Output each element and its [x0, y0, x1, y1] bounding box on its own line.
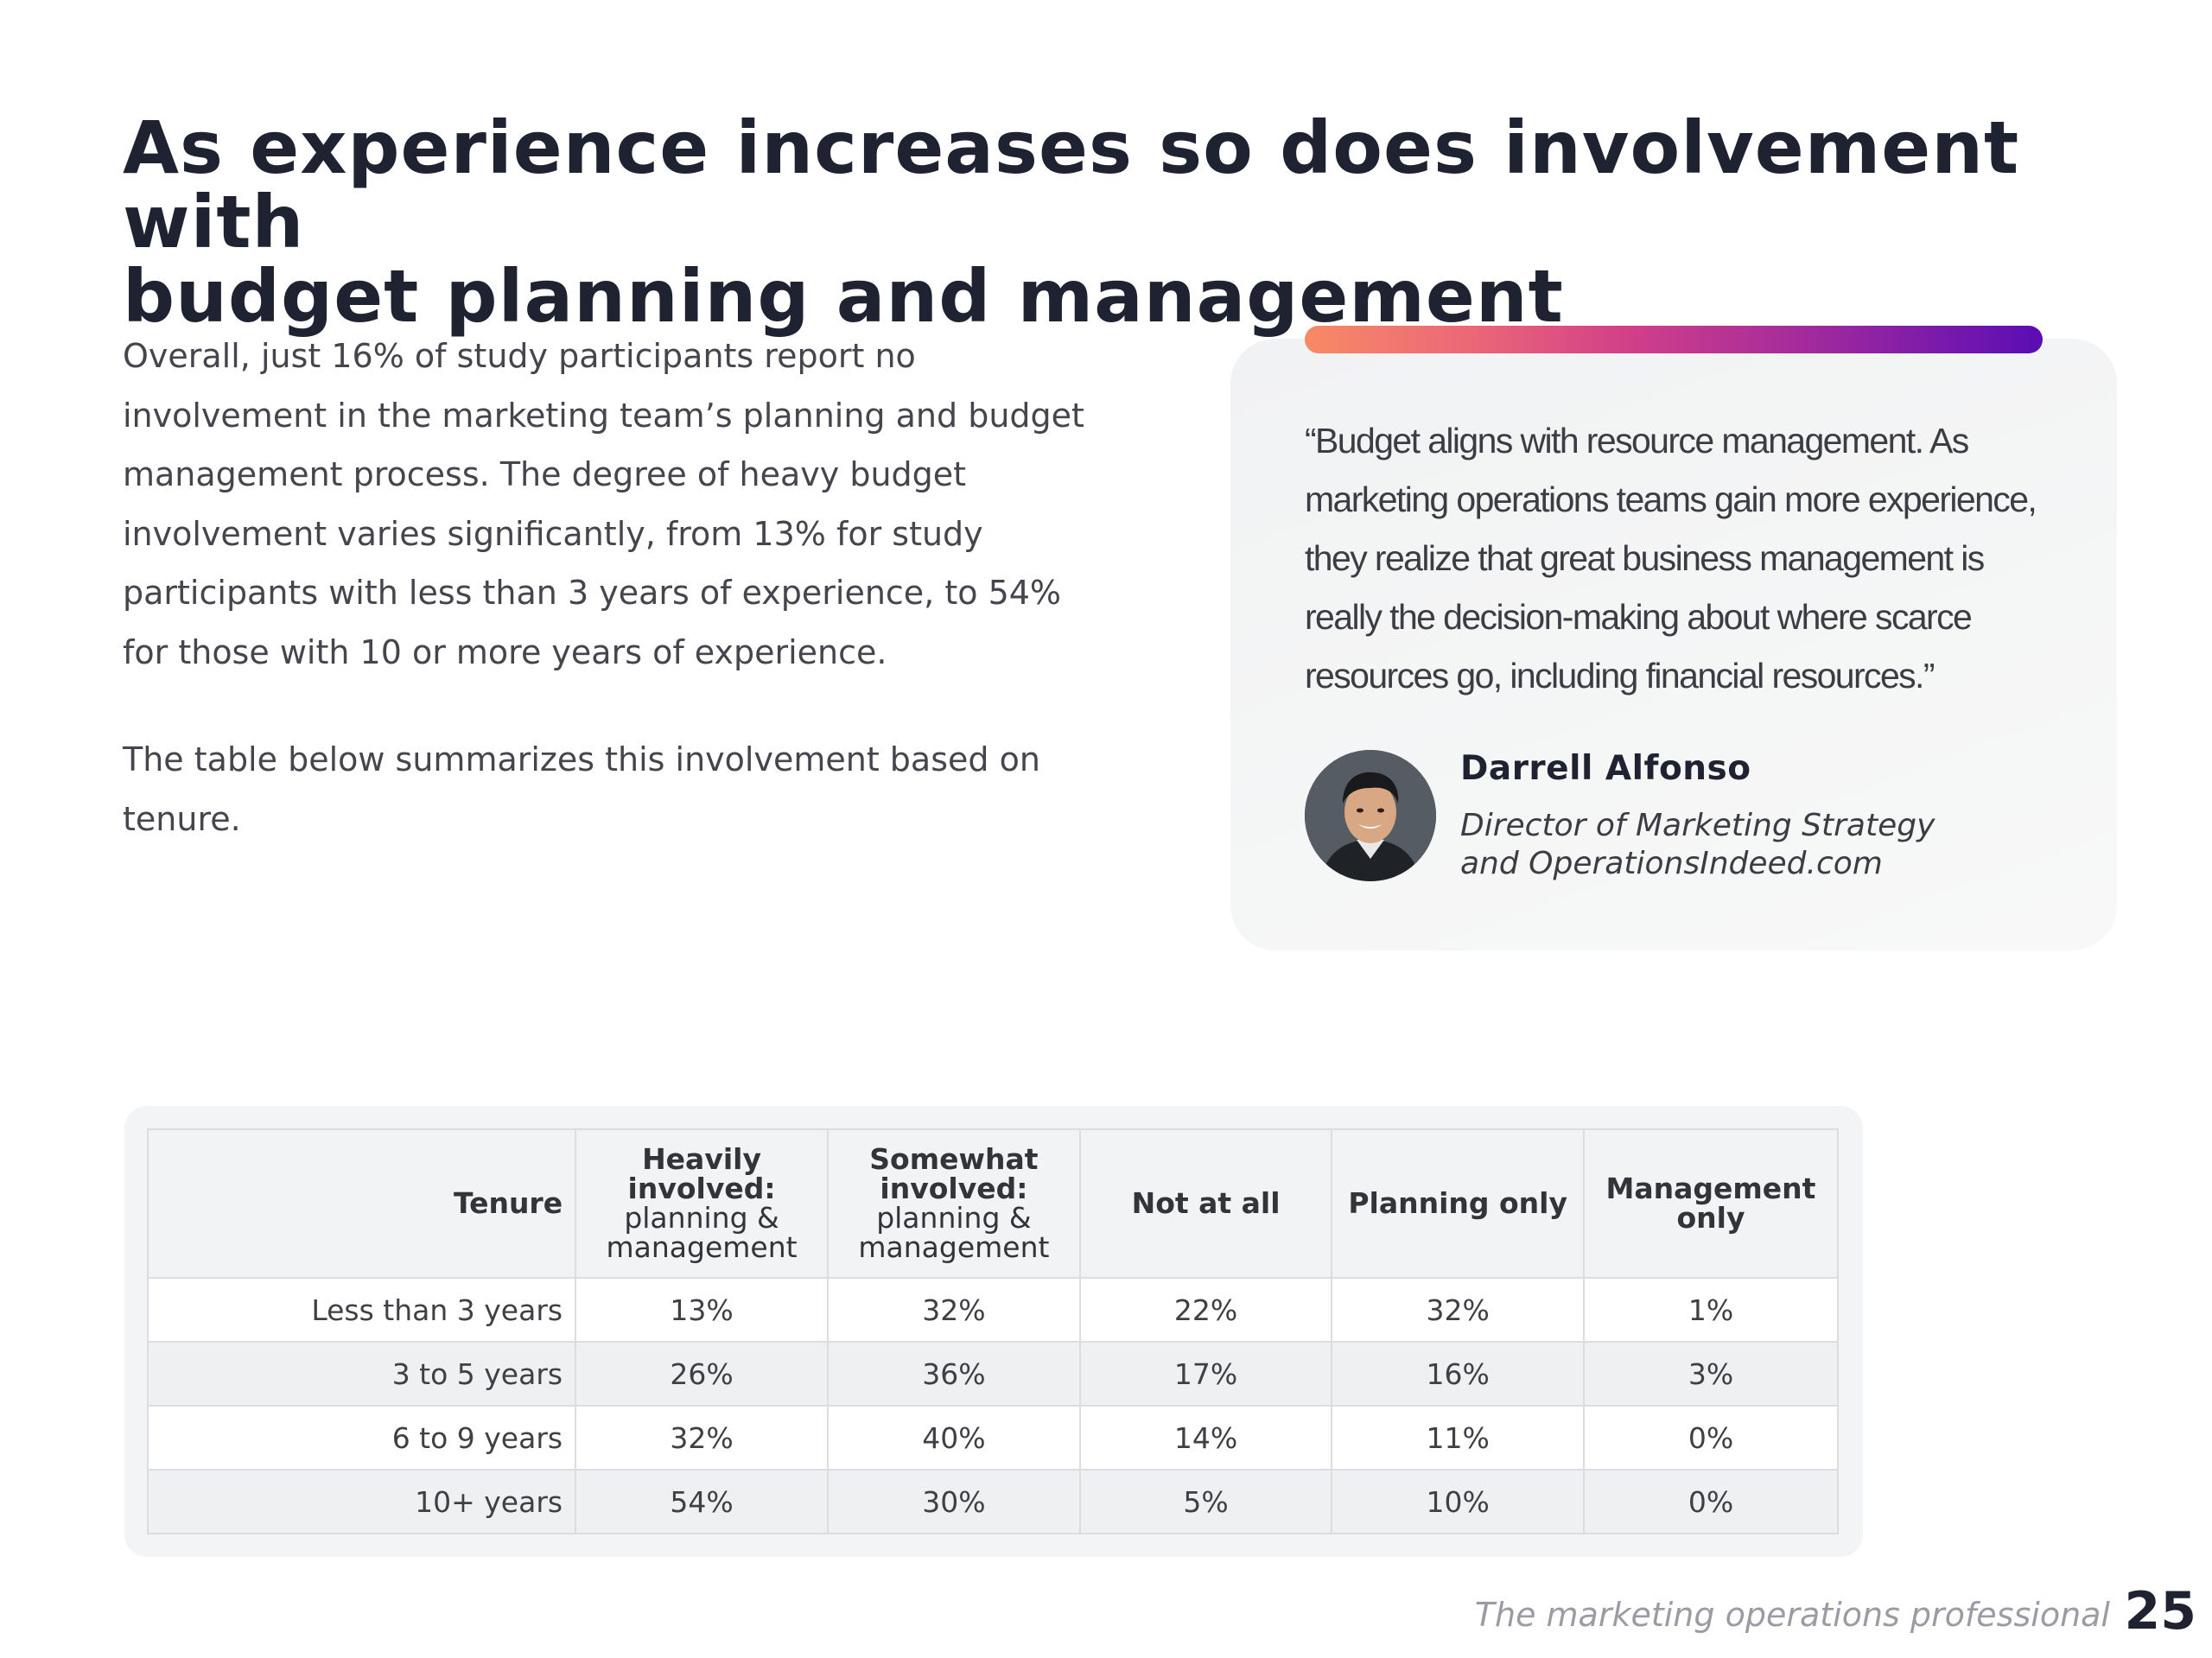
quote-author-role: Director of Marketing Strategy and Opera…: [1460, 807, 2065, 883]
not-at-all-cell: 14%: [1078, 1405, 1333, 1471]
table-header-row: Tenure Heavily involved: planning & mana…: [146, 1128, 1839, 1279]
row-tenure-cell: 6 to 9 years: [146, 1405, 577, 1471]
column-header-somewhat-involved-light: planning & management: [858, 1201, 1050, 1264]
page-title-line-2: budget planning and management: [123, 254, 1564, 339]
table-row: Less than 3 years 13% 32% 22% 32% 1%: [146, 1277, 1839, 1343]
quote-author-name: Darrell Alfonso: [1460, 749, 1751, 788]
intro-paragraph-2: The table below summarizes this involvem…: [123, 740, 1040, 838]
page-title-line-1: As experience increases so does involvem…: [123, 105, 2020, 264]
not-at-all-cell: 22%: [1078, 1277, 1333, 1343]
column-header-heavily-involved-bold: Heavily involved:: [627, 1142, 776, 1205]
management-only-cell: 0%: [1583, 1405, 1839, 1471]
column-header-somewhat-involved: Somewhat involved: planning & management: [826, 1128, 1081, 1279]
tenure-involvement-table: Tenure Heavily involved: planning & mana…: [146, 1128, 1839, 1534]
column-header-somewhat-involved-bold: Somewhat involved:: [869, 1142, 1039, 1205]
row-tenure-cell: 3 to 5 years: [146, 1341, 577, 1407]
page-number: 25: [2124, 1581, 2197, 1642]
column-header-management-only: Management only: [1583, 1128, 1839, 1279]
quote-accent-bar: [1305, 326, 2043, 353]
somewhat-involved-cell: 32%: [826, 1277, 1081, 1343]
column-header-heavily-involved-light: planning & management: [606, 1201, 798, 1264]
person-portrait-icon: [1305, 750, 1436, 881]
management-only-cell: 3%: [1583, 1341, 1839, 1407]
not-at-all-cell: 5%: [1078, 1469, 1333, 1534]
footer-caption: The marketing operations professional: [1474, 1596, 2110, 1634]
planning-only-cell: 16%: [1331, 1341, 1586, 1407]
column-header-heavily-involved: Heavily involved: planning & management: [575, 1128, 829, 1279]
heavily-involved-cell: 13%: [575, 1277, 829, 1343]
column-header-planning-only: Planning only: [1331, 1128, 1586, 1279]
somewhat-involved-cell: 30%: [826, 1469, 1081, 1534]
management-only-cell: 0%: [1583, 1469, 1839, 1534]
somewhat-involved-cell: 40%: [826, 1405, 1081, 1471]
column-header-not-at-all: Not at all: [1078, 1128, 1333, 1279]
column-header-tenure: Tenure: [146, 1128, 577, 1279]
planning-only-cell: 10%: [1331, 1469, 1586, 1534]
somewhat-involved-cell: 36%: [826, 1341, 1081, 1407]
page-title: As experience increases so does involvem…: [123, 111, 2110, 334]
avatar: [1305, 750, 1436, 881]
management-only-cell: 1%: [1583, 1277, 1839, 1343]
row-tenure-cell: Less than 3 years: [146, 1277, 577, 1343]
table-row: 10+ years 54% 30% 5% 10% 0%: [146, 1469, 1839, 1534]
intro-body-text: Overall, just 16% of study participants …: [123, 327, 1099, 848]
heavily-involved-cell: 54%: [575, 1469, 829, 1534]
table-row: 3 to 5 years 26% 36% 17% 16% 3%: [146, 1341, 1839, 1407]
quote-author-role-line-2: and OperationsIndeed.com: [1460, 846, 1883, 881]
heavily-involved-cell: 32%: [575, 1405, 829, 1471]
planning-only-cell: 32%: [1331, 1277, 1586, 1343]
intro-paragraph-1: Overall, just 16% of study participants …: [123, 337, 1084, 671]
not-at-all-cell: 17%: [1078, 1341, 1333, 1407]
row-tenure-cell: 10+ years: [146, 1469, 577, 1534]
quote-author-role-line-1: Director of Marketing Strategy: [1460, 808, 1936, 843]
quote-text: “Budget aligns with resource management.…: [1305, 421, 2037, 696]
table-row: 6 to 9 years 32% 40% 14% 11% 0%: [146, 1405, 1839, 1471]
heavily-involved-cell: 26%: [575, 1341, 829, 1407]
planning-only-cell: 11%: [1331, 1405, 1586, 1471]
